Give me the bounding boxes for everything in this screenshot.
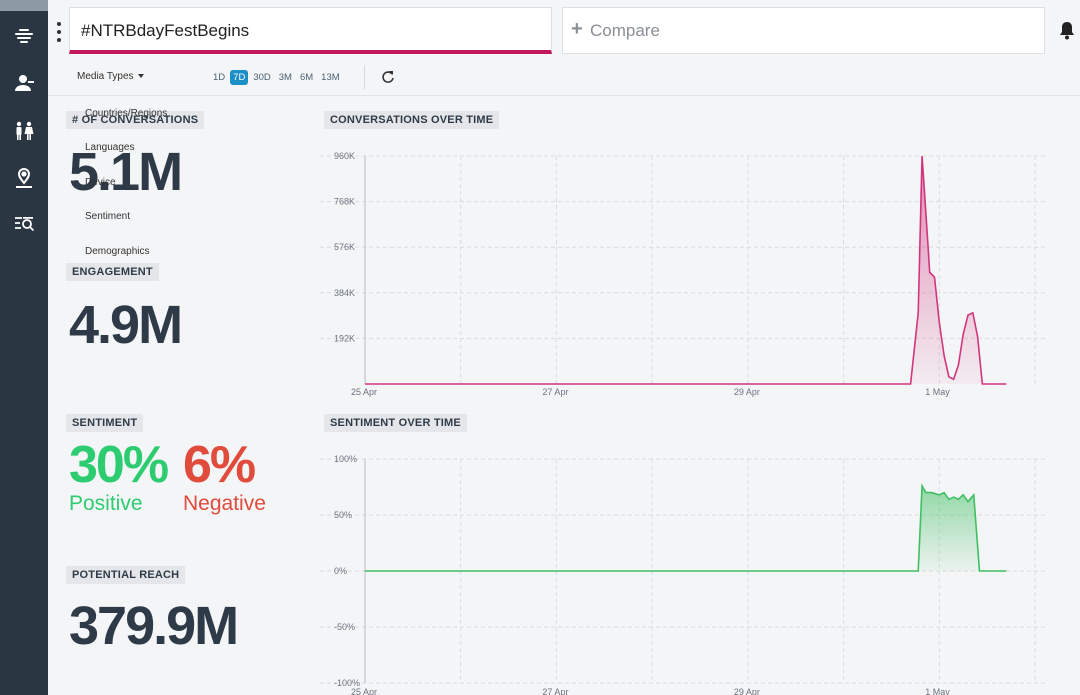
y-tick-label: -100% — [334, 678, 360, 688]
conversations-over-time-chart: 192K 384K 576K 768K 960K 25 Apr 27 Apr 29 Apr 1 … — [320, 151, 1045, 397]
conversations-label: # OF CONVERSATIONS — [66, 111, 205, 129]
range-1d[interactable]: 1D — [213, 72, 226, 83]
x-tick-label: 29 Apr — [734, 387, 760, 397]
x-tick-label: 1 May — [925, 687, 950, 695]
series-line — [365, 155, 1007, 385]
filter-item-sentiment[interactable]: Sentiment — [85, 211, 131, 222]
y-tick-label: 768K — [334, 197, 355, 207]
range-selector: 1D 7D 30D 3M 6M 13M — [210, 70, 345, 85]
y-tick-label: 960K — [334, 151, 355, 161]
positive-sentiment-label: Positive — [69, 492, 143, 515]
chevron-down-icon — [137, 74, 144, 79]
sentiment-over-time-chart: 100% 50% 0% -50% -100%25 Apr 27 Apr 29 Apr 1 Ma… — [320, 454, 1045, 695]
x-tick-label: 25 Apr — [351, 387, 377, 397]
filter-item-languages[interactable]: Languages — [85, 142, 135, 153]
range-30d[interactable]: 30D — [253, 72, 271, 83]
series-area — [365, 485, 1007, 571]
people-icon[interactable] — [12, 119, 36, 143]
y-tick-label: 192K — [334, 333, 355, 343]
engagement-label: ENGAGEMENT — [66, 263, 159, 281]
filter-item-demographics[interactable]: Demographics — [85, 246, 150, 257]
range-3m[interactable]: 3M — [278, 72, 292, 83]
x-tick-label: 27 Apr — [542, 387, 568, 397]
range-13m[interactable]: 13M — [321, 72, 340, 83]
y-tick-label: -50% — [334, 622, 355, 632]
search-input[interactable] — [81, 18, 541, 44]
x-tick-label: 27 Apr — [542, 687, 568, 695]
conversations-chart-title: CONVERSATIONS OVER TIME — [324, 111, 500, 129]
y-tick-label: 576K — [334, 242, 355, 252]
y-tick-label: 100% — [334, 454, 357, 464]
sentiment-chart-title: SENTIMENT OVER TIME — [324, 414, 467, 432]
more-options-icon[interactable] — [54, 22, 64, 42]
y-tick-label: 384K — [334, 288, 355, 298]
reach-label: POTENTIAL REACH — [66, 566, 186, 584]
sidebar — [0, 0, 48, 695]
compare-label: Compare — [590, 21, 660, 40]
sentiment-label: SENTIMENT — [66, 414, 144, 432]
location-icon[interactable] — [12, 166, 36, 190]
sidebar-top-accent — [0, 0, 48, 11]
bell-icon[interactable] — [1058, 20, 1076, 40]
plus-icon: + — [571, 18, 583, 40]
series-line — [365, 483, 1007, 572]
conversations-value: 5.1M — [69, 142, 183, 202]
engagement-value: 4.9M — [69, 295, 183, 355]
media-types-label: Media Types — [77, 71, 134, 82]
x-tick-label: 25 Apr — [351, 687, 377, 695]
positive-sentiment-value: 30% — [69, 436, 169, 494]
range-6m[interactable]: 6M — [299, 72, 314, 83]
negative-sentiment-value: 6% — [183, 436, 256, 494]
y-tick-label: 50% — [334, 510, 352, 520]
toolbar-divider — [364, 65, 365, 89]
negative-sentiment-label: Negative — [183, 492, 266, 515]
brand-icon[interactable] — [12, 24, 36, 48]
search-list-icon[interactable] — [12, 212, 36, 236]
x-tick-label: 29 Apr — [734, 687, 760, 695]
x-tick-label: 1 May — [925, 387, 950, 397]
media-types-dropdown[interactable]: Media Types — [77, 71, 144, 82]
reach-value: 379.9M — [69, 596, 239, 656]
range-7d[interactable]: 7D — [230, 70, 249, 85]
search-box[interactable] — [69, 7, 552, 54]
filter-item-countries[interactable]: Countries/Regions — [85, 108, 168, 119]
filter-item-device[interactable]: Device — [85, 177, 116, 188]
compare-input[interactable]: + Compare — [562, 7, 1045, 54]
series-area — [365, 156, 1007, 384]
user-icon[interactable] — [12, 71, 36, 95]
refresh-icon[interactable] — [381, 70, 395, 84]
y-tick-label: 0% — [334, 566, 347, 576]
